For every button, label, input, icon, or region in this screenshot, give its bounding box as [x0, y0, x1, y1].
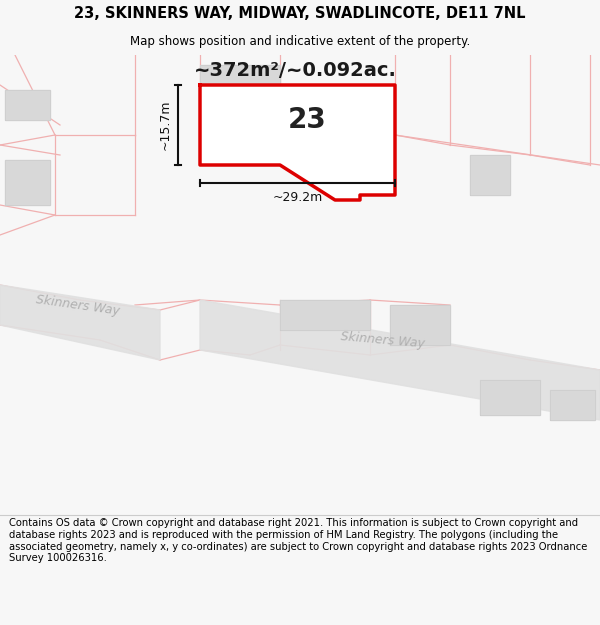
Polygon shape [215, 85, 285, 165]
Polygon shape [470, 155, 510, 195]
Polygon shape [200, 300, 600, 420]
Polygon shape [200, 85, 395, 200]
Text: 23, SKINNERS WAY, MIDWAY, SWADLINCOTE, DE11 7NL: 23, SKINNERS WAY, MIDWAY, SWADLINCOTE, D… [74, 6, 526, 21]
Text: Skinners Way: Skinners Way [340, 329, 425, 350]
Polygon shape [330, 100, 390, 125]
Polygon shape [390, 305, 450, 345]
Text: ~372m²/~0.092ac.: ~372m²/~0.092ac. [194, 61, 397, 79]
Polygon shape [0, 285, 160, 360]
Polygon shape [5, 160, 50, 205]
Text: Map shows position and indicative extent of the property.: Map shows position and indicative extent… [130, 35, 470, 48]
Text: ~15.7m: ~15.7m [159, 100, 172, 150]
Text: Contains OS data © Crown copyright and database right 2021. This information is : Contains OS data © Crown copyright and d… [9, 518, 587, 563]
Text: Skinners Way: Skinners Way [35, 293, 121, 318]
Polygon shape [480, 380, 540, 415]
Polygon shape [550, 390, 595, 420]
Text: 23: 23 [288, 106, 327, 134]
Polygon shape [280, 300, 370, 330]
Text: ~29.2m: ~29.2m [272, 191, 323, 204]
Polygon shape [5, 90, 50, 120]
Polygon shape [200, 65, 280, 110]
